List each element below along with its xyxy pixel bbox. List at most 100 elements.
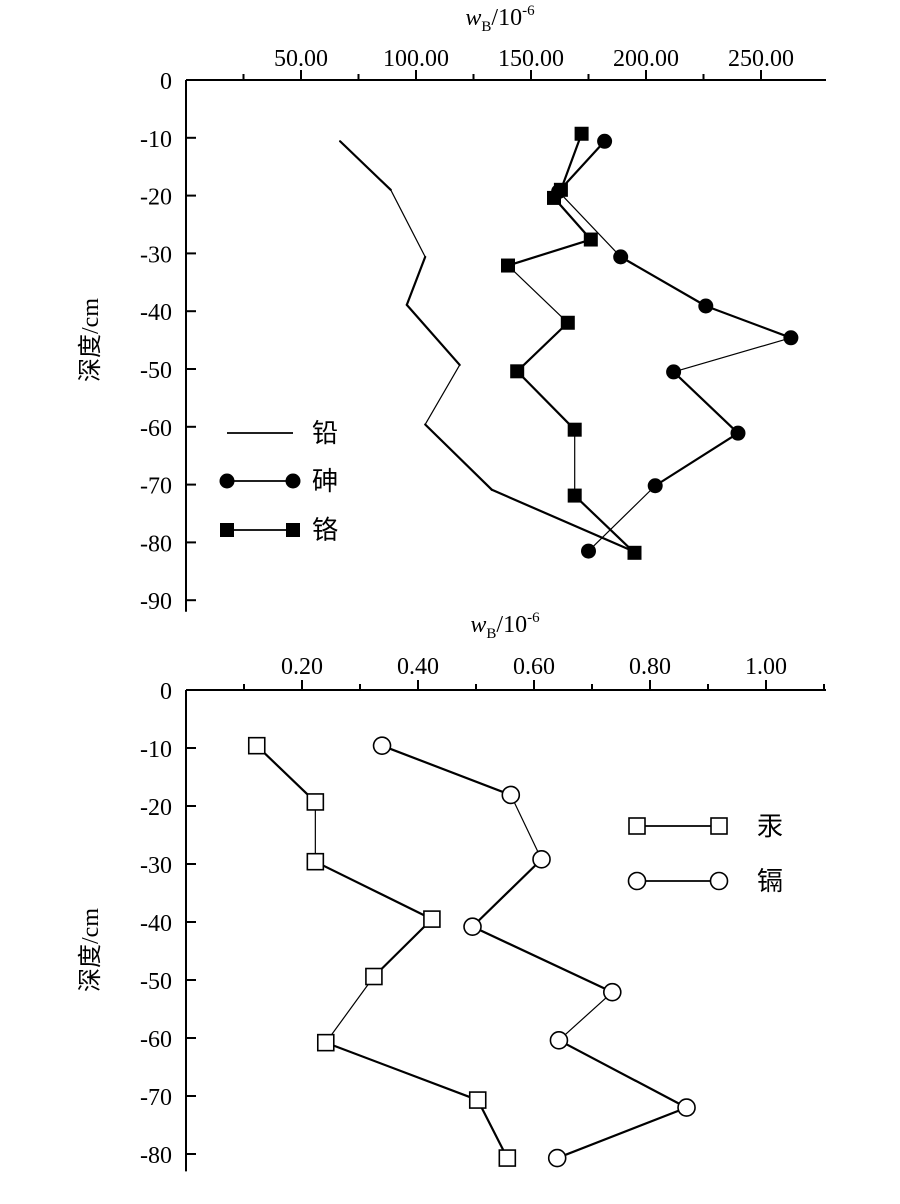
data-point (306, 793, 325, 811)
data-point (365, 967, 383, 986)
x-axis-title: wB/10-6 (465, 3, 535, 35)
data-point (647, 478, 663, 494)
legend-entry: 砷 (219, 467, 338, 496)
y-tick-label: -10 (140, 737, 172, 763)
y-tick-label: -40 (140, 911, 172, 937)
legend-marker (628, 817, 646, 835)
x-tick-label: 0.40 (397, 654, 439, 680)
legend-label: 铅 (312, 419, 338, 448)
series-line-segment (619, 255, 707, 308)
series-line-segment (471, 925, 614, 994)
bottom-chart-panel: 0.20 0.40 0.60 0.80 1.00 0 -10 -20 -30 -40 -50 -60 -… (77, 610, 826, 1172)
y-tick-label: -40 (140, 300, 172, 326)
data-point (567, 488, 582, 503)
data-point (627, 545, 642, 560)
series-line-segment (557, 190, 622, 258)
data-point (597, 133, 613, 149)
series-line-segment (672, 337, 792, 373)
series-line-segment (507, 264, 569, 324)
series-line-segment (573, 494, 636, 554)
data-point (583, 232, 598, 247)
y-tick-label: -30 (140, 242, 172, 268)
legend-marker (627, 871, 647, 891)
series-1 (551, 133, 799, 559)
series-line-segment (372, 917, 434, 978)
y-axis-title: 深度/cm (77, 298, 104, 382)
data-point (581, 543, 596, 559)
x-tick-label: 200.00 (613, 46, 679, 72)
data-point (574, 126, 589, 141)
y-tick-label: -60 (140, 416, 172, 442)
series-line-segment (704, 304, 793, 339)
y-tick-label: -70 (140, 1085, 172, 1111)
series-line-segment (587, 485, 656, 552)
x-tick-label: 100.00 (383, 46, 449, 72)
top-chart-panel: 50.00 100.00 150.00 200.00 250.00 0 -10 -20 -30 -… (77, 3, 826, 615)
series-line-segment (510, 794, 543, 860)
series-line-segment (324, 1041, 479, 1102)
series-line-segment (255, 744, 317, 804)
series-line-segment (672, 370, 740, 435)
series-line-segment (471, 858, 543, 928)
data-point (372, 736, 392, 755)
data-point (547, 1148, 567, 1168)
data-point (306, 852, 325, 871)
series-line-segment (380, 744, 512, 797)
series-1 (372, 736, 696, 1168)
y-tick-label: 0 (160, 679, 172, 705)
legend-entry: 镉 (627, 867, 783, 896)
y-tick-label: -50 (140, 358, 172, 384)
data-point (783, 330, 799, 346)
series-line-segment (405, 255, 427, 306)
series-line-segment (557, 1039, 688, 1109)
y-tick-label: -80 (140, 1143, 172, 1169)
x-tick-label: 0.60 (513, 654, 555, 680)
data-point (316, 1033, 335, 1052)
series-2 (501, 126, 642, 560)
series-line-segment (424, 364, 461, 426)
data-point (698, 298, 714, 314)
legend-label: 镉 (757, 867, 783, 896)
series-0 (247, 736, 517, 1167)
series-line-segment (490, 488, 638, 554)
legend-marker (285, 473, 301, 489)
legend-marker (709, 871, 729, 891)
y-axis-title: 深度/cm (77, 908, 104, 992)
data-point (468, 1091, 487, 1109)
x-tick-label: 250.00 (728, 46, 794, 72)
series-line-segment (325, 975, 375, 1044)
y-tick-label: -30 (140, 853, 172, 879)
legend-entry: 铅 (227, 419, 338, 448)
data-point (532, 850, 551, 869)
series-line-segment (516, 321, 569, 373)
legend-label: 砷 (312, 467, 338, 496)
y-tick-label: -10 (140, 127, 172, 153)
legend-marker (710, 817, 728, 835)
data-point (501, 258, 515, 273)
series-line-segment (424, 423, 493, 491)
data-point (510, 364, 525, 379)
data-point (560, 315, 575, 330)
y-tick-label: -90 (140, 589, 172, 615)
y-tick-label: -80 (140, 531, 172, 557)
y-tick-label: -20 (140, 185, 172, 211)
series-0 (339, 140, 638, 554)
data-point (549, 1031, 569, 1050)
data-point (613, 249, 629, 265)
data-point (730, 425, 746, 441)
series-line-segment (390, 189, 426, 258)
data-point (463, 917, 482, 936)
x-tick-label: 150.00 (498, 46, 564, 72)
series-line-segment (559, 132, 583, 191)
data-point (567, 422, 582, 437)
legend-label: 汞 (757, 812, 783, 841)
legend-label: 铬 (312, 516, 338, 545)
series-line-segment (506, 238, 592, 267)
x-tick-label: 0.20 (281, 654, 323, 680)
data-point (423, 910, 441, 928)
series-line-segment (558, 991, 613, 1041)
legend-marker (219, 473, 235, 489)
legend-entry: 铬 (220, 516, 338, 545)
y-tick-label: -20 (140, 795, 172, 821)
